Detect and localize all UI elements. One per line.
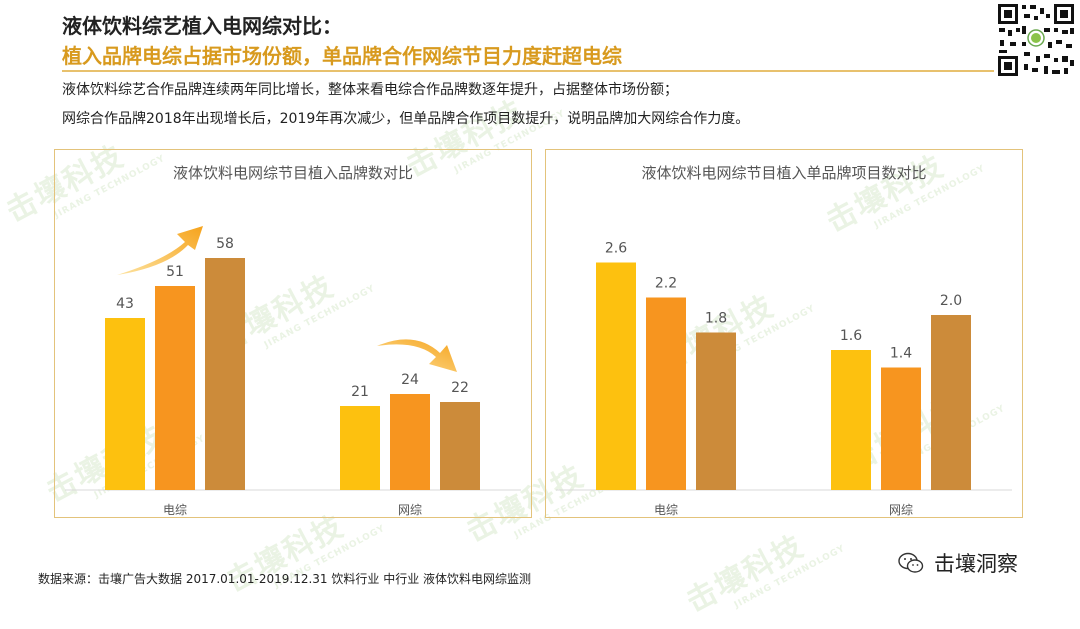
bar bbox=[105, 318, 145, 490]
category-label: 电综 bbox=[654, 503, 678, 517]
bar bbox=[340, 406, 380, 490]
description-line: 网综合作品牌2018年出现增长后，2019年再次减少，但单品牌合作项目数提升，说… bbox=[62, 111, 750, 127]
bar bbox=[646, 297, 686, 490]
bar bbox=[831, 350, 871, 490]
page-subtitle: 植入品牌电综占据市场份额，单品牌合作网综节目力度赶超电综 bbox=[62, 44, 622, 68]
bar bbox=[205, 258, 245, 490]
category-label: 网综 bbox=[398, 503, 422, 517]
data-label: 2.0 bbox=[940, 293, 962, 309]
bar bbox=[596, 262, 636, 490]
data-label: 2.6 bbox=[605, 241, 627, 257]
trend-arrow-up-icon bbox=[117, 226, 203, 275]
bar bbox=[440, 402, 480, 490]
bar bbox=[696, 332, 736, 490]
data-label: 24 bbox=[401, 372, 419, 388]
qr-code-icon bbox=[996, 2, 1076, 78]
data-label: 1.4 bbox=[890, 346, 912, 362]
data-source-note: 数据来源：击壤广告大数据 2017.01.01-2019.12.31 饮料行业 … bbox=[38, 572, 532, 586]
chart-brands: 43 51 58 电综 21 24 22 网综 bbox=[65, 226, 521, 517]
title-divider bbox=[62, 70, 994, 72]
data-label: 21 bbox=[351, 384, 369, 400]
data-label: 43 bbox=[116, 296, 134, 312]
chart-panel-brands: 液体饮料电网综节目植入品牌数对比 43 51 58 电综 21 24 22 网综 bbox=[54, 149, 532, 518]
category-label: 电综 bbox=[163, 503, 187, 517]
chart-title: 液体饮料电网综节目植入品牌数对比 bbox=[172, 164, 413, 182]
bar bbox=[931, 315, 971, 490]
data-label: 1.6 bbox=[840, 328, 862, 344]
category-label: 网综 bbox=[889, 503, 913, 517]
description-line: 液体饮料综艺合作品牌连续两年同比增长，整体来看电综合作品牌数逐年提升，占据整体市… bbox=[62, 82, 678, 98]
page-title: 液体饮料综艺植入电网综对比： bbox=[62, 14, 342, 38]
chart-title: 液体饮料电网综节目植入单品牌项目数对比 bbox=[641, 164, 927, 182]
chart-projects: 2.6 2.2 1.8 电综 1.6 1.4 2.0 网综 bbox=[556, 241, 1012, 517]
data-label: 2.2 bbox=[655, 276, 677, 292]
bar bbox=[155, 286, 195, 490]
chart-panel-projects: 液体饮料电网综节目植入单品牌项目数对比 2.6 2.2 1.8 电综 1.6 1.4 2.0… bbox=[545, 149, 1023, 518]
bar bbox=[881, 367, 921, 490]
brand-badge: 击壤洞察 bbox=[898, 548, 1018, 578]
data-label: 58 bbox=[216, 236, 234, 252]
bar bbox=[390, 394, 430, 490]
data-label: 51 bbox=[166, 264, 184, 280]
data-label: 1.8 bbox=[705, 311, 727, 327]
data-label: 22 bbox=[451, 380, 469, 396]
wechat-icon bbox=[898, 552, 924, 573]
brand-name: 击壤洞察 bbox=[934, 552, 1018, 576]
trend-arrow-right-icon bbox=[377, 339, 457, 372]
